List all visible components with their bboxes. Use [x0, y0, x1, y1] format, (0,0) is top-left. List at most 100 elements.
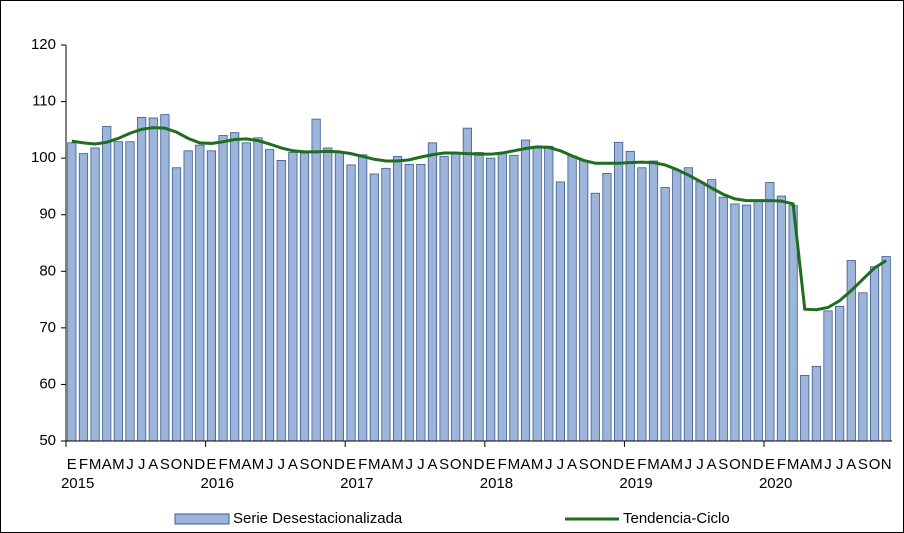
bar — [416, 163, 426, 442]
x-tick-label: J — [266, 456, 274, 473]
group-label: 2016 — [201, 475, 234, 492]
bar — [346, 164, 356, 442]
x-tick-label: A — [427, 456, 437, 473]
x-tick-label: O — [450, 456, 462, 473]
bar — [869, 266, 880, 442]
bar — [404, 163, 414, 442]
x-tick-label: M — [647, 456, 660, 473]
bar — [230, 132, 240, 442]
x-tick-label: M — [252, 456, 265, 473]
bar — [171, 167, 182, 442]
bar — [334, 152, 344, 442]
bar — [125, 141, 135, 442]
x-tick-label: J — [696, 456, 704, 473]
x-tick-label: A — [241, 456, 251, 473]
bar — [579, 160, 589, 442]
bar — [276, 160, 286, 442]
bar — [520, 139, 531, 442]
bar — [195, 144, 205, 442]
bar — [497, 153, 507, 442]
bar — [451, 152, 461, 442]
x-tick-label: A — [707, 456, 717, 473]
x-tick-label: E — [486, 456, 496, 473]
bar — [462, 127, 472, 442]
bar — [555, 181, 566, 442]
x-tick-label: F — [358, 456, 367, 473]
bar — [544, 145, 554, 442]
legend-label: Tendencia-Ciclo — [623, 510, 730, 527]
x-tick-label: F — [637, 456, 646, 473]
x-tick-label: N — [602, 456, 613, 473]
x-tick-label: A — [148, 456, 158, 473]
bar — [67, 142, 77, 442]
bar — [567, 155, 577, 442]
bar — [323, 147, 333, 442]
bar — [78, 153, 89, 442]
bar — [299, 152, 310, 442]
y-tick-label: 90 — [39, 206, 56, 223]
x-tick-label: E — [625, 456, 635, 473]
x-tick-label: J — [405, 456, 413, 473]
bar — [265, 149, 275, 442]
x-tick-label: M — [112, 456, 125, 473]
bar — [311, 118, 321, 442]
y-tick-label: 110 — [32, 93, 56, 110]
x-tick-label: F — [79, 456, 88, 473]
bar — [102, 126, 112, 442]
legend-label: Serie Desestacionalizada — [233, 510, 403, 527]
bar — [392, 156, 403, 442]
x-tick-label: S — [718, 456, 728, 473]
x-tick-label: E — [765, 456, 775, 473]
bar — [648, 160, 659, 442]
bar — [800, 374, 810, 442]
x-tick-label: J — [836, 456, 844, 473]
y-tick-label: 60 — [39, 375, 56, 392]
y-tick-label: 70 — [39, 319, 56, 336]
bar — [253, 137, 263, 442]
x-tick-label: N — [183, 456, 194, 473]
bar — [288, 152, 298, 442]
bar — [660, 187, 670, 442]
x-tick-label: E — [346, 456, 356, 473]
x-tick-label: M — [787, 456, 800, 473]
x-tick-label: O — [171, 456, 183, 473]
legend-swatch — [174, 513, 230, 525]
x-tick-label: A — [102, 456, 112, 473]
x-tick-label: J — [557, 456, 565, 473]
bar — [206, 150, 217, 442]
x-tick-label: M — [531, 456, 544, 473]
group-label: 2020 — [759, 475, 792, 492]
group-label: 2015 — [61, 475, 94, 492]
x-tick-label: N — [322, 456, 333, 473]
bar — [369, 173, 379, 442]
x-tick-label: M — [391, 456, 404, 473]
x-tick-label: S — [299, 456, 309, 473]
bar — [753, 200, 763, 442]
bar — [439, 156, 449, 442]
bar — [160, 114, 170, 442]
x-tick-label: D — [613, 456, 624, 473]
y-tick-label: 100 — [31, 149, 56, 166]
x-tick-label: O — [310, 456, 322, 473]
bar — [858, 292, 868, 442]
x-tick-label: M — [89, 456, 102, 473]
x-tick-label: S — [160, 456, 170, 473]
x-tick-label: M — [810, 456, 823, 473]
x-tick-label: O — [869, 456, 881, 473]
bar — [218, 135, 228, 442]
bar — [614, 141, 624, 442]
bar — [486, 157, 496, 442]
bar — [730, 203, 740, 442]
x-tick-label: E — [67, 456, 77, 473]
x-tick-label: D — [753, 456, 764, 473]
x-tick-label: A — [521, 456, 531, 473]
bar — [241, 142, 251, 442]
bar — [381, 167, 391, 442]
bar — [113, 141, 123, 442]
x-tick-label: S — [439, 456, 449, 473]
x-tick-label: O — [590, 456, 602, 473]
x-tick-label: J — [545, 456, 553, 473]
y-tick-label: 120 — [31, 36, 56, 53]
x-tick-label: F — [218, 456, 227, 473]
